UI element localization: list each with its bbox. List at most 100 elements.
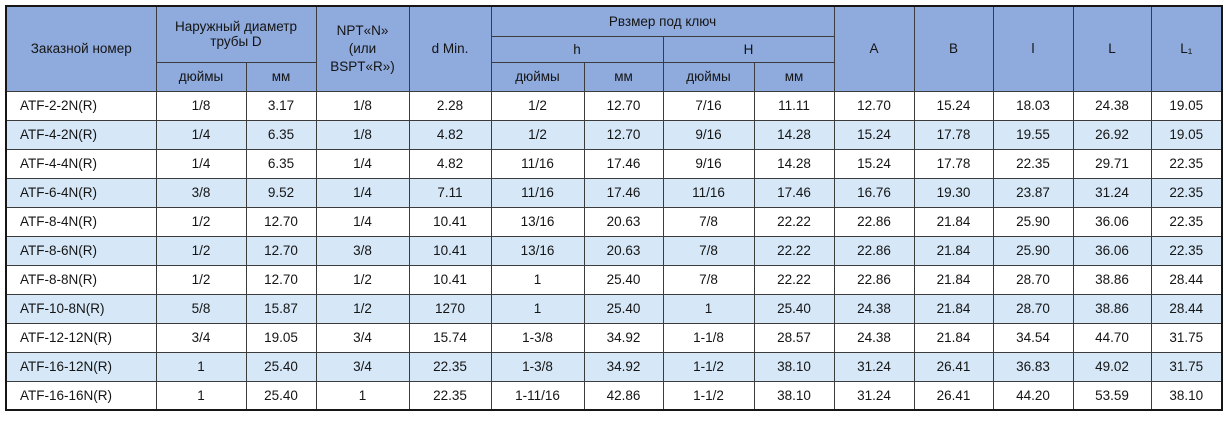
cell-value: 1/2 [155, 264, 247, 295]
cell-value: 24.38 [833, 322, 915, 353]
cell-value: 1/2 [315, 293, 410, 324]
cell-value: 15.24 [913, 90, 994, 121]
cell-value: 17.46 [583, 177, 664, 208]
cell-value: 22.86 [833, 206, 915, 237]
cell-value: 12.70 [583, 90, 664, 121]
cell-value: 19.30 [913, 177, 994, 208]
cell-value: 36.06 [1072, 206, 1152, 237]
table-row: ATF-8-8N(R) 1/2 12.70 1/2 10.41 1 25.40 7/8 22.2… [5, 264, 1223, 295]
catalog-page: Заказной номер Наружный диаметр трубы D … [0, 5, 1226, 411]
cell-value: 1/4 [155, 119, 247, 150]
cell-value: 1 [155, 351, 247, 382]
col-header-d-min: d Min. [408, 5, 492, 92]
cell-value: 25.40 [753, 293, 835, 324]
cell-value: 21.84 [913, 206, 994, 237]
cell-value: 1/2 [155, 206, 247, 237]
cell-value: 2.28 [408, 90, 492, 121]
fittings-dimensions-table: Заказной номер Наружный диаметр трубы D … [5, 5, 1224, 411]
col-header-h-upper: H [662, 35, 835, 63]
cell-value: 53.59 [1072, 380, 1152, 411]
cell-value: 12.70 [583, 119, 664, 150]
cell-value: 38.10 [1150, 380, 1223, 411]
col-header-h-lower: h [490, 35, 664, 63]
col-header-mm-diameter: мм [245, 61, 317, 92]
cell-value: 11/16 [662, 177, 755, 208]
cell-value: 31.24 [833, 351, 915, 382]
cell-value: 4.82 [408, 148, 492, 179]
cell-value: 21.84 [913, 235, 994, 266]
cell-value: 12.70 [833, 90, 915, 121]
cell-value: 1/2 [155, 235, 247, 266]
cell-value: 25.40 [245, 380, 317, 411]
cell-value: 38.86 [1072, 264, 1152, 295]
cell-value: 10.41 [408, 235, 492, 266]
cell-value: 34.54 [992, 322, 1074, 353]
cell-value: 1 [662, 293, 755, 324]
col-header-wrench-size-group: Рвзмер под ключ [490, 5, 835, 37]
cell-value: 7/8 [662, 206, 755, 237]
cell-value: 1270 [408, 293, 492, 324]
cell-order-number: ATF-8-6N(R) [5, 235, 157, 266]
cell-value: 15.74 [408, 322, 492, 353]
col-header-mm-h-upper: мм [753, 61, 835, 92]
cell-value: 49.02 [1072, 351, 1152, 382]
cell-value: 38.10 [753, 351, 835, 382]
cell-value: 28.70 [992, 293, 1074, 324]
cell-value: 19.55 [992, 119, 1074, 150]
cell-value: 3/4 [315, 351, 410, 382]
cell-value: 10.41 [408, 206, 492, 237]
cell-value: 1-1/2 [662, 380, 755, 411]
cell-value: 17.78 [913, 148, 994, 179]
cell-value: 9/16 [662, 148, 755, 179]
cell-value: 26.41 [913, 351, 994, 382]
cell-order-number: ATF-10-8N(R) [5, 293, 157, 324]
cell-value: 12.70 [245, 264, 317, 295]
col-header-l1: L₁ [1150, 5, 1223, 92]
cell-value: 25.90 [992, 235, 1074, 266]
col-header-l-upper: L [1072, 5, 1152, 92]
cell-value: 14.28 [753, 119, 835, 150]
cell-value: 22.22 [753, 235, 835, 266]
cell-value: 1/2 [315, 264, 410, 295]
cell-value: 28.70 [992, 264, 1074, 295]
table-row: ATF-4-4N(R) 1/4 6.35 1/4 4.82 11/16 17.46 9/16 1… [5, 148, 1223, 179]
cell-value: 38.86 [1072, 293, 1152, 324]
table-row: ATF-4-2N(R) 1/4 6.35 1/8 4.82 1/2 12.70 9/16 14.… [5, 119, 1223, 150]
table-header: Заказной номер Наружный диаметр трубы D … [5, 5, 1223, 92]
col-header-outer-diameter: Наружный диаметр трубы D [155, 5, 317, 63]
col-header-mm-h-lower: мм [583, 61, 664, 92]
cell-order-number: ATF-12-12N(R) [5, 322, 157, 353]
cell-value: 26.92 [1072, 119, 1152, 150]
cell-value: 7/8 [662, 235, 755, 266]
cell-value: 34.92 [583, 351, 664, 382]
cell-value: 29.71 [1072, 148, 1152, 179]
table-row: ATF-8-6N(R) 1/2 12.70 3/8 10.41 13/16 20.63 7/8… [5, 235, 1223, 266]
cell-value: 13/16 [490, 235, 585, 266]
cell-value: 1-1/2 [662, 351, 755, 382]
cell-value: 20.63 [583, 206, 664, 237]
cell-value: 19.05 [245, 322, 317, 353]
cell-order-number: ATF-8-4N(R) [5, 206, 157, 237]
cell-value: 22.22 [753, 206, 835, 237]
table-row: ATF-6-4N(R) 3/8 9.52 1/4 7.11 11/16 17.46 11/16… [5, 177, 1223, 208]
cell-value: 15.24 [833, 119, 915, 150]
cell-value: 1 [155, 380, 247, 411]
cell-value: 1/4 [315, 177, 410, 208]
cell-value: 7.11 [408, 177, 492, 208]
cell-value: 4.82 [408, 119, 492, 150]
cell-value: 24.38 [1072, 90, 1152, 121]
cell-value: 16.76 [833, 177, 915, 208]
table-row: ATF-2-2N(R) 1/8 3.17 1/8 2.28 1/2 12.70 7/16 11.… [5, 90, 1223, 121]
table-body: ATF-2-2N(R) 1/8 3.17 1/8 2.28 1/2 12.70 7/16 11.… [5, 90, 1223, 411]
cell-value: 28.44 [1150, 264, 1223, 295]
cell-value: 1/4 [315, 206, 410, 237]
col-header-npt: NPT«N» (или BSPT«R») [315, 5, 410, 92]
cell-value: 14.28 [753, 148, 835, 179]
cell-value: 12.70 [245, 235, 317, 266]
cell-value: 23.87 [992, 177, 1074, 208]
cell-order-number: ATF-6-4N(R) [5, 177, 157, 208]
cell-value: 1/8 [155, 90, 247, 121]
cell-value: 1/2 [490, 90, 585, 121]
cell-value: 22.86 [833, 264, 915, 295]
cell-value: 20.63 [583, 235, 664, 266]
